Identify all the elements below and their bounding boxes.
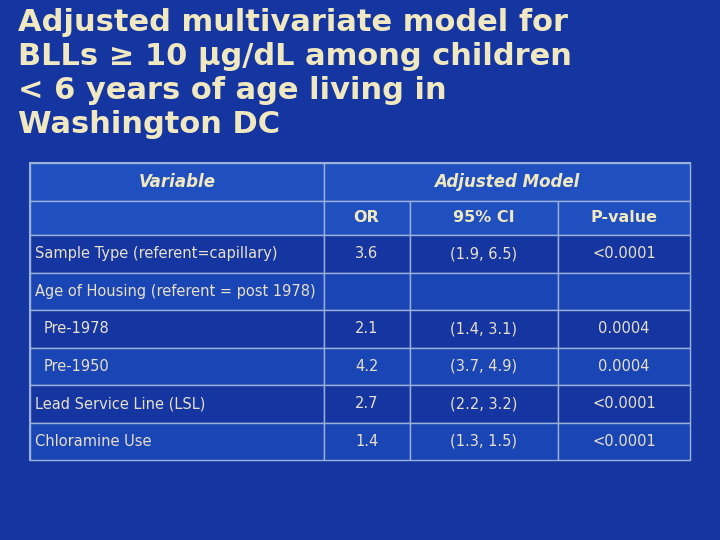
Text: Adjusted multivariate model for
BLLs ≥ 10 μg/dL among children
< 6 years of age : Adjusted multivariate model for BLLs ≥ 1… — [18, 8, 572, 139]
Text: P-value: P-value — [590, 211, 657, 226]
Text: 0.0004: 0.0004 — [598, 321, 649, 336]
Bar — [324, 422, 410, 460]
Text: Pre-1978: Pre-1978 — [44, 321, 109, 336]
Text: 4.2: 4.2 — [355, 359, 378, 374]
Text: Age of Housing (referent = post 1978): Age of Housing (referent = post 1978) — [35, 284, 315, 299]
Bar — [558, 235, 690, 273]
Text: Adjusted Model: Adjusted Model — [434, 173, 580, 191]
Bar — [30, 235, 324, 273]
Bar — [324, 235, 410, 273]
Bar — [324, 163, 690, 201]
Text: (1.4, 3.1): (1.4, 3.1) — [450, 321, 517, 336]
Bar — [30, 273, 324, 310]
Text: OR: OR — [354, 211, 379, 226]
Bar — [324, 310, 410, 348]
Bar — [30, 310, 324, 348]
Text: 1.4: 1.4 — [355, 434, 378, 449]
Text: Chloramine Use: Chloramine Use — [35, 434, 151, 449]
Text: 0.0004: 0.0004 — [598, 359, 649, 374]
Bar — [30, 163, 324, 201]
Bar — [324, 348, 410, 385]
Bar — [410, 273, 558, 310]
Text: <0.0001: <0.0001 — [592, 434, 656, 449]
Bar — [558, 201, 690, 235]
Bar — [558, 385, 690, 422]
Text: 2.7: 2.7 — [355, 396, 378, 411]
Bar — [410, 385, 558, 422]
Text: (1.9, 6.5): (1.9, 6.5) — [450, 246, 517, 261]
Bar — [30, 385, 324, 422]
Text: (1.3, 1.5): (1.3, 1.5) — [450, 434, 517, 449]
Bar — [30, 422, 324, 460]
Bar — [30, 163, 690, 460]
Text: Variable: Variable — [138, 173, 215, 191]
Bar — [324, 201, 410, 235]
Bar — [410, 235, 558, 273]
Bar — [558, 348, 690, 385]
Bar — [558, 273, 690, 310]
Bar — [410, 310, 558, 348]
Text: <0.0001: <0.0001 — [592, 246, 656, 261]
Bar — [410, 422, 558, 460]
Text: Sample Type (referent=capillary): Sample Type (referent=capillary) — [35, 246, 277, 261]
Bar — [410, 201, 558, 235]
Text: <0.0001: <0.0001 — [592, 396, 656, 411]
Text: 95% CI: 95% CI — [453, 211, 515, 226]
Bar — [30, 201, 324, 235]
Text: Lead Service Line (LSL): Lead Service Line (LSL) — [35, 396, 205, 411]
Text: 3.6: 3.6 — [355, 246, 378, 261]
Bar — [558, 310, 690, 348]
Text: 2.1: 2.1 — [355, 321, 378, 336]
Text: (3.7, 4.9): (3.7, 4.9) — [450, 359, 517, 374]
Bar — [30, 348, 324, 385]
Text: Pre-1950: Pre-1950 — [44, 359, 109, 374]
Bar — [410, 348, 558, 385]
Bar — [558, 422, 690, 460]
Bar — [324, 273, 410, 310]
Text: (2.2, 3.2): (2.2, 3.2) — [450, 396, 518, 411]
Bar — [324, 385, 410, 422]
